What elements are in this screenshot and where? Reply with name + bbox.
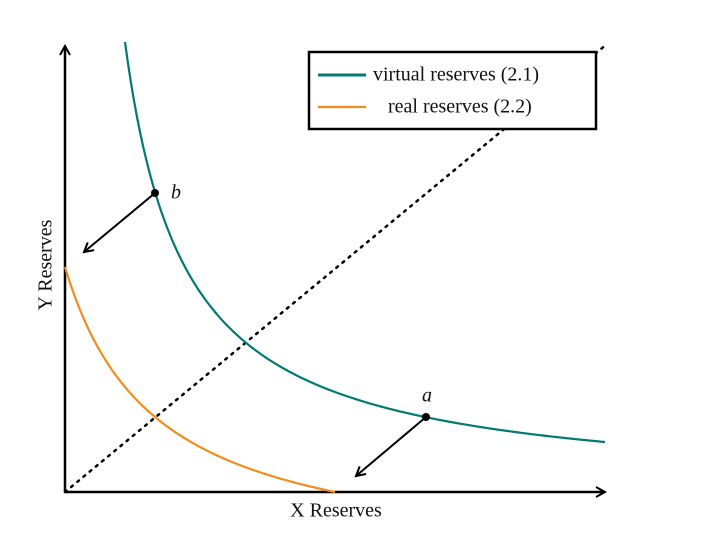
arrow bbox=[356, 416, 427, 476]
point bbox=[151, 189, 159, 197]
point-label: b bbox=[171, 182, 181, 204]
legend bbox=[307, 50, 598, 131]
legend-label: real reserves (2.2) bbox=[388, 96, 532, 118]
x-axis-label: X Reserves bbox=[290, 500, 382, 522]
arrow bbox=[84, 192, 156, 252]
point bbox=[422, 413, 430, 421]
legend-label: virtual reserves (2.1) bbox=[373, 64, 539, 86]
virtual-curve bbox=[123, 41, 606, 444]
point-label: a bbox=[422, 385, 432, 407]
y-axis-label: Y Reserves bbox=[35, 219, 57, 310]
real-curve bbox=[63, 266, 336, 494]
